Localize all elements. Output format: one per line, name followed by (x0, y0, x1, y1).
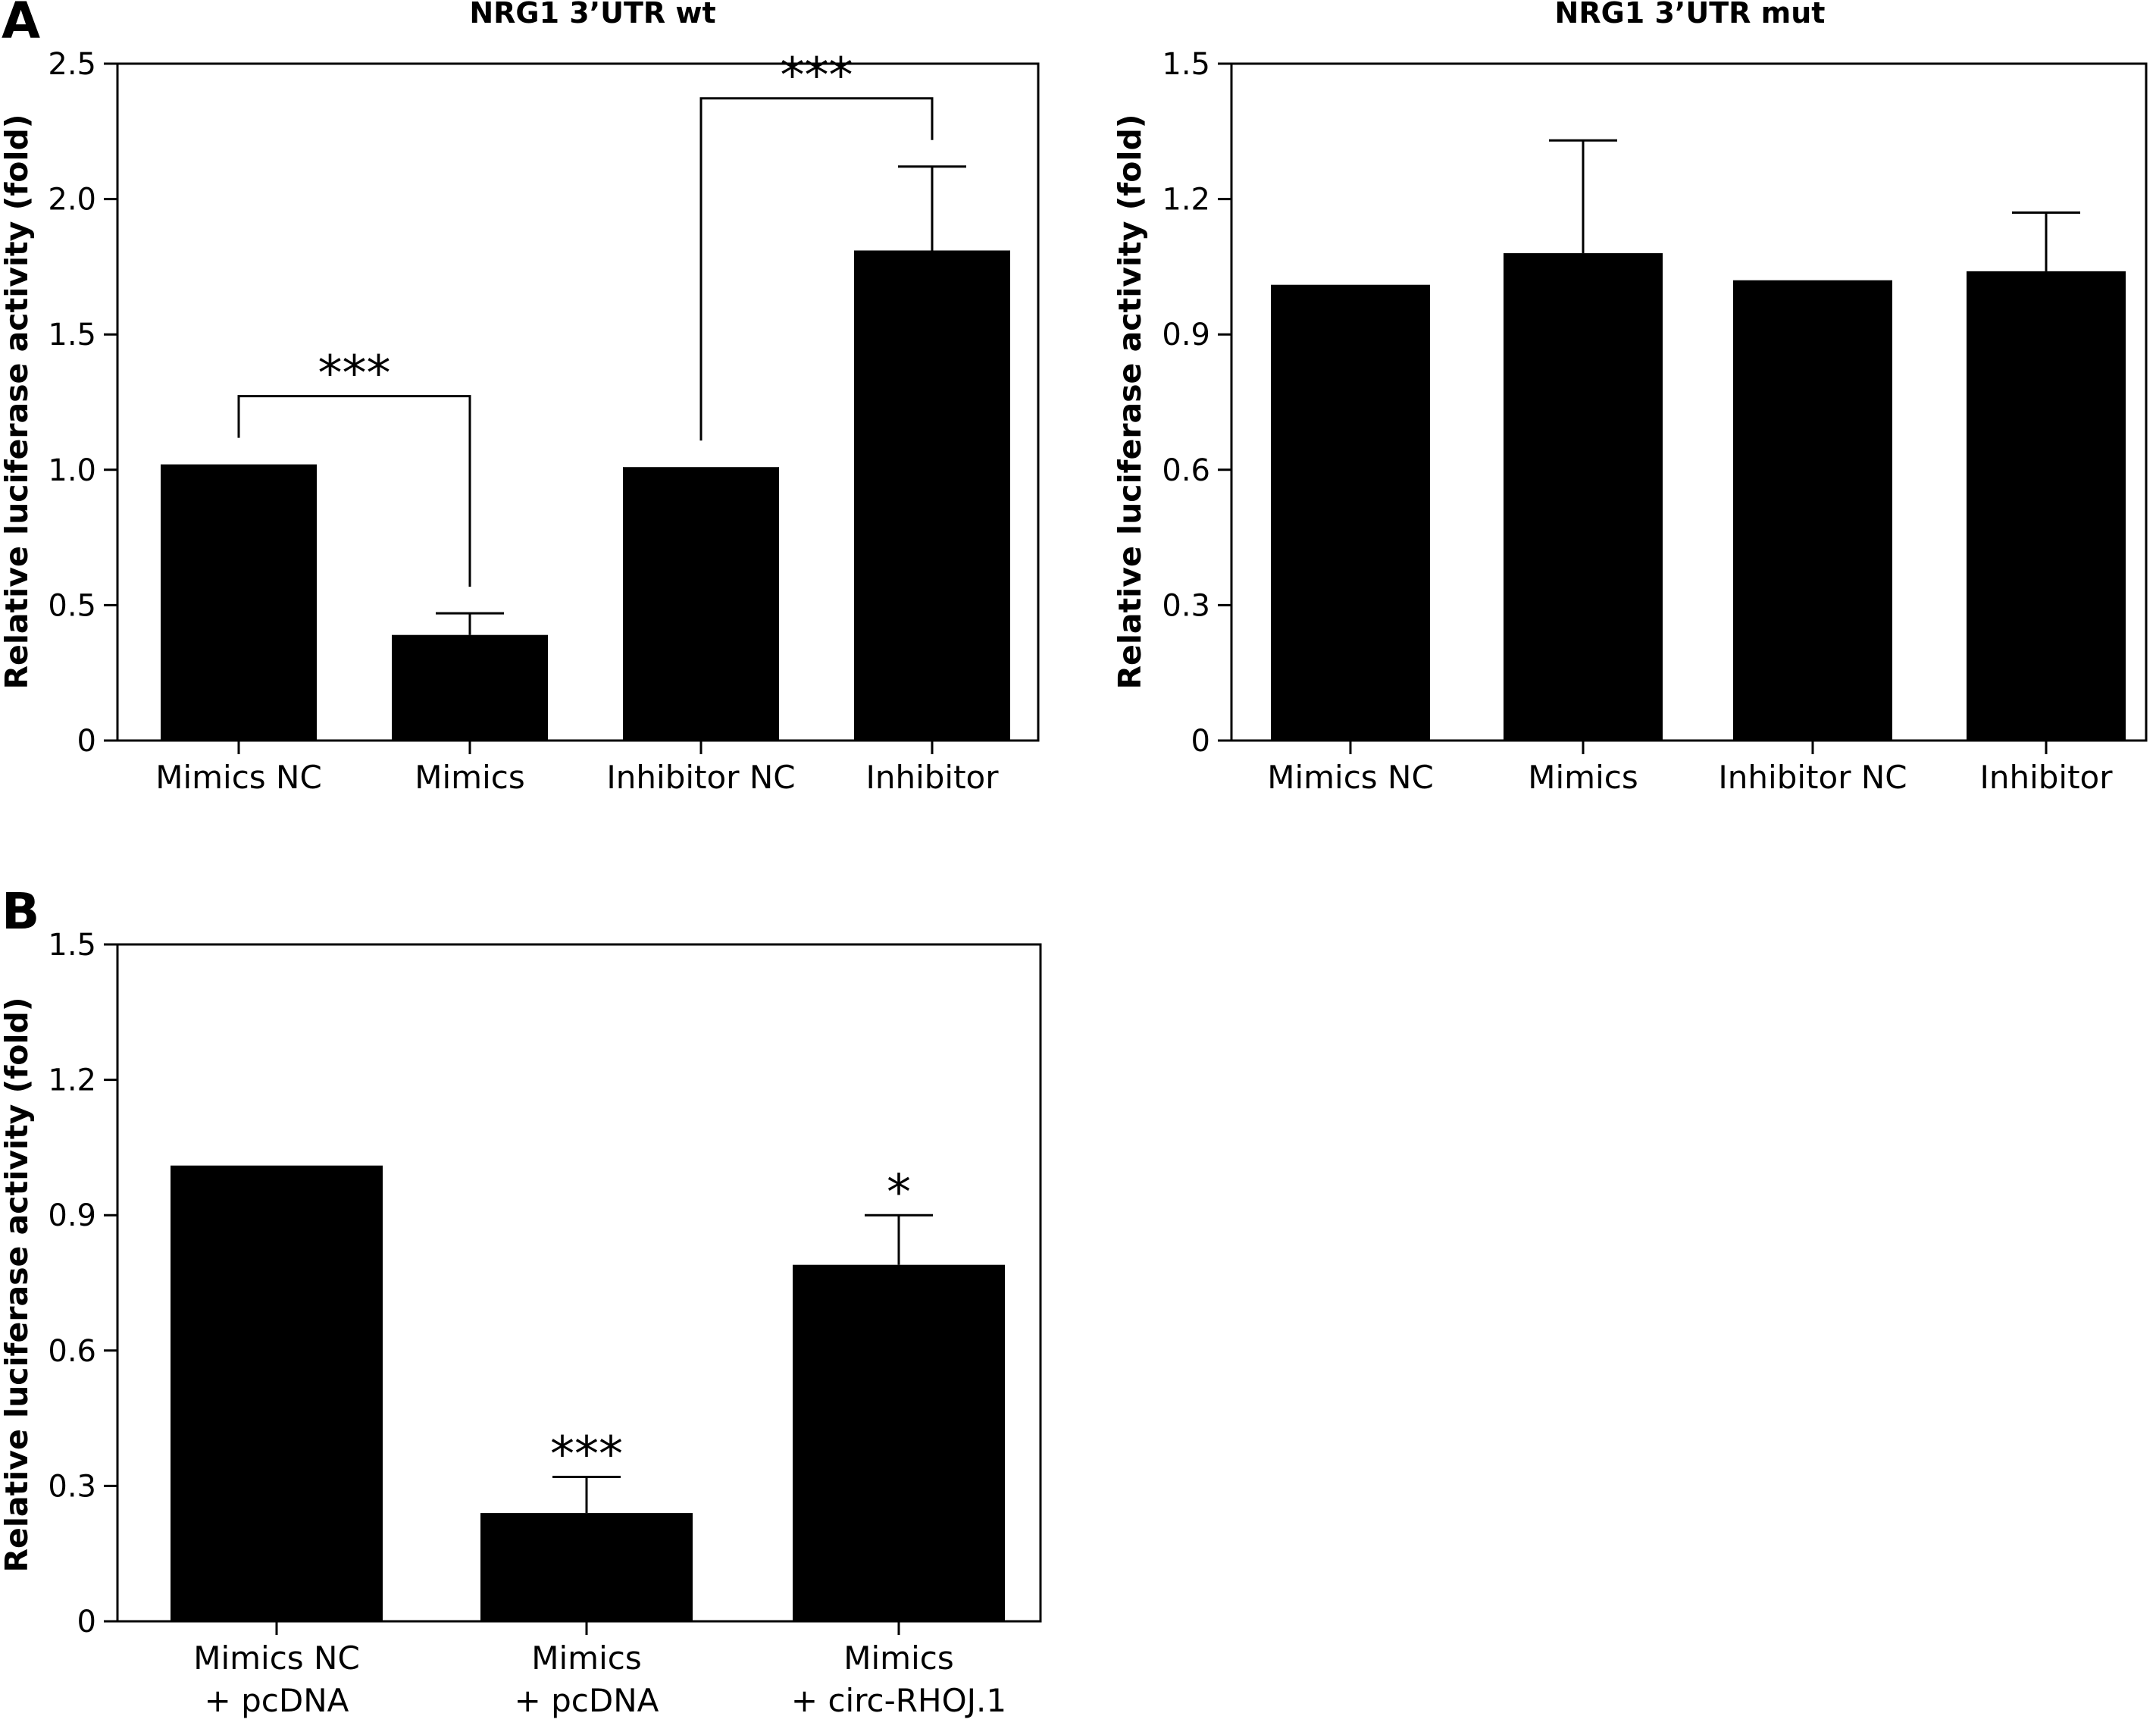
bar (793, 1264, 1005, 1621)
significance-label: *** (318, 346, 391, 402)
y-tick-label: 2.0 (48, 183, 96, 218)
significance-bracket (699, 97, 934, 441)
x-tick-label: Inhibitor NC (1718, 759, 1907, 796)
panel-letter-a: A (2, 0, 40, 50)
y-tick-label: 0.9 (1162, 318, 1210, 352)
y-tick-label: 0.6 (48, 1334, 96, 1369)
y-tick-label: 0.5 (48, 588, 96, 623)
y-tick-label: 0.6 (1162, 453, 1210, 488)
y-axis-label: Relative luciferase activity (fold) (0, 997, 35, 1572)
chart-wt: NRG1 3’UTR wt Relative luciferase activi… (0, 0, 1040, 796)
plot-frame (116, 62, 1040, 742)
significance-label: * (887, 1165, 911, 1221)
chart-title: NRG1 3’UTR mut (1555, 0, 1826, 30)
x-tick-label: Inhibitor NC (606, 759, 795, 796)
bar (480, 1513, 693, 1621)
y-tick-label: 0.9 (48, 1198, 96, 1233)
x-tick-label: Inhibitor (865, 759, 999, 796)
y-tick-label: 1.0 (48, 453, 96, 488)
bar (1967, 271, 2126, 741)
y-axis-label: Relative luciferase activity (fold) (0, 114, 35, 689)
bar (1504, 253, 1663, 741)
x-tick-label: Mimics (531, 1639, 641, 1677)
bar (854, 250, 1010, 741)
y-tick-label: 0 (77, 724, 96, 759)
significance-label: *** (550, 1427, 623, 1483)
bar (171, 1165, 383, 1621)
x-tick-label: Mimics (843, 1639, 953, 1677)
chart-rescue: Relative luciferase activity (fold) 0 0.3… (0, 928, 1042, 1719)
y-tick-label: 0 (1191, 724, 1210, 759)
x-tick-label: Mimics (415, 759, 524, 796)
x-tick-label: Mimics NC (193, 1639, 360, 1677)
x-tick-label: Inhibitor (1979, 759, 2113, 796)
y-tick-label: 1.5 (48, 928, 96, 963)
x-tick-label: Mimics NC (155, 759, 322, 796)
y-tick-label: 1.2 (48, 1063, 96, 1098)
x-tick-label: + circ-RHOJ.1 (791, 1682, 1006, 1719)
x-tick-label: + pcDNA (205, 1682, 349, 1719)
x-tick-label: Mimics NC (1267, 759, 1434, 796)
bar (392, 634, 548, 741)
x-tick-label: + pcDNA (515, 1682, 659, 1719)
y-tick-label: 2.5 (48, 47, 96, 82)
panel-letter-b: B (2, 882, 39, 941)
y-axis-label: Relative luciferase activity (fold) (1112, 114, 1148, 689)
y-tick-label: 1.2 (1162, 183, 1210, 218)
bar (1271, 284, 1430, 741)
y-tick-label: 1.5 (1162, 47, 1210, 82)
significance-label: *** (781, 49, 853, 105)
significance-bracket (237, 395, 471, 587)
y-tick-label: 0 (77, 1605, 96, 1639)
x-tick-label: Mimics (1528, 759, 1638, 796)
bar (623, 467, 779, 741)
chart-mut: NRG1 3’UTR mut Relative luciferase activ… (1112, 0, 2148, 796)
plot-frame (1230, 62, 2148, 742)
bar (161, 464, 317, 741)
y-tick-label: 0.3 (48, 1469, 96, 1504)
bar (1733, 280, 1892, 741)
y-tick-label: 0.3 (1162, 588, 1210, 623)
y-tick-label: 1.5 (48, 318, 96, 352)
chart-title: NRG1 3’UTR wt (469, 0, 715, 30)
